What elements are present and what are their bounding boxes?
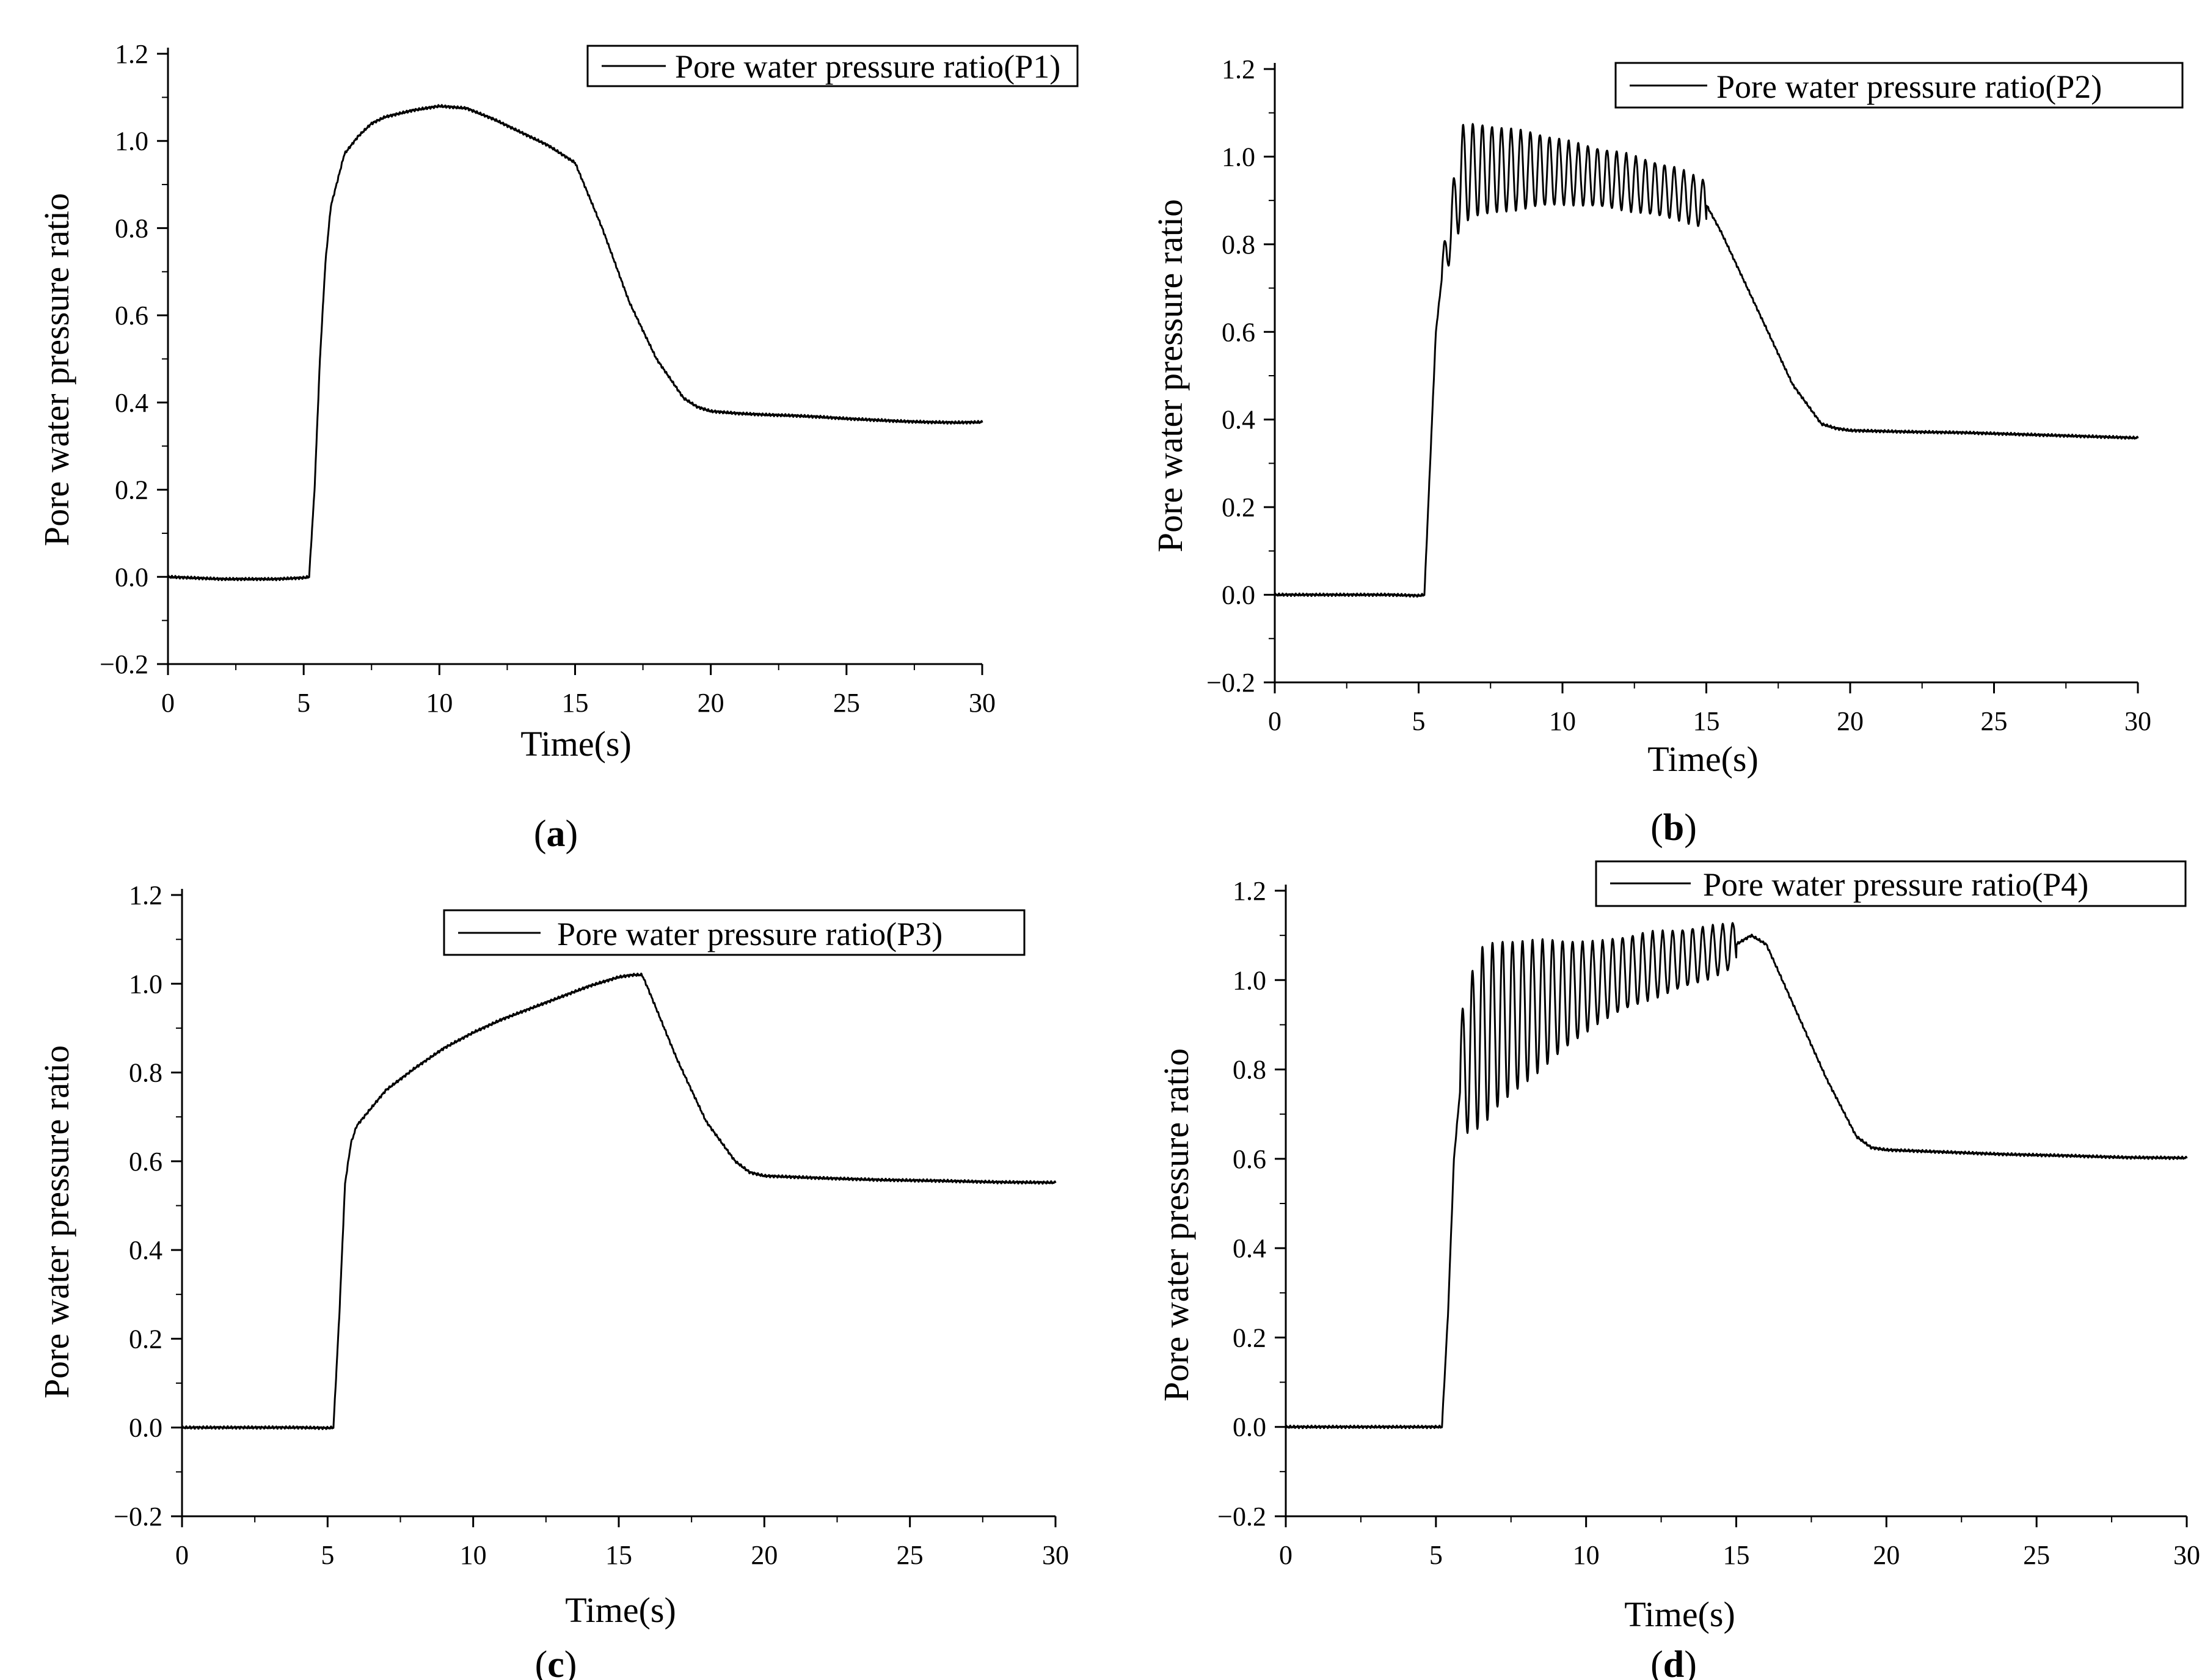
x-axis-label-a: Time(s) [520, 724, 632, 764]
x-tick-label: 25 [833, 688, 860, 718]
y-axis-label-a: Pore water pressure ratio [37, 193, 76, 546]
chart-panel-c: −0.2 0.0 0.2 0.4 0.6 0.8 1.0 1.2 0 5 10 15 20 25 30 Ti… [37, 880, 1069, 1680]
legend-box-d [1595, 860, 2187, 907]
y-tick-label: 1.2 [1222, 54, 1255, 84]
x-tick-label: 10 [1573, 1540, 1600, 1570]
y-tick-label: 1.2 [1233, 876, 1266, 906]
series-line-b [1274, 123, 2139, 598]
x-tick-label: 20 [698, 688, 724, 718]
x-tick-label: 25 [1981, 706, 2008, 736]
legend-box-b [1614, 62, 2184, 109]
legend-entry-c: Pore water pressure ratio(P3) [557, 916, 942, 952]
y-tick-label: 0.4 [115, 388, 148, 418]
x-tick-label: 25 [897, 1540, 924, 1570]
legend-entry-a: Pore water pressure ratio(P1) [675, 48, 1060, 85]
x-tick-label: 5 [297, 688, 310, 718]
x-tick-label: 15 [1693, 706, 1720, 736]
y-axis-label-b: Pore water pressure ratio [1150, 199, 1190, 552]
axes-d: −0.2 0.0 0.2 0.4 0.6 0.8 1.0 1.2 0 5 10 15 20 25 30 [1217, 876, 2200, 1570]
chart-panel-d: −0.2 0.0 0.2 0.4 0.6 0.8 1.0 1.2 0 5 10 15 20 25 30 Ti… [1156, 860, 2200, 1680]
x-tick-label: 10 [426, 688, 453, 718]
x-tick-label: 5 [321, 1540, 334, 1570]
series-line-c [181, 973, 1057, 1430]
y-tick-label: 0.8 [1233, 1055, 1266, 1085]
y-tick-label: 1.0 [1233, 965, 1266, 995]
y-tick-label: 0.0 [115, 562, 148, 592]
axes-b: −0.2 0.0 0.2 0.4 0.6 0.8 1.0 1.2 0 5 10 15 20 25 30 [1206, 54, 2151, 736]
x-tick-label: 5 [1429, 1540, 1443, 1570]
y-tick-label: 1.0 [129, 969, 162, 999]
y-tick-label: 0.4 [1233, 1233, 1266, 1263]
axes-a: −0.2 0.0 0.2 0.4 0.6 0.8 1.0 1.2 0 5 10 15 20 25 30 [100, 39, 996, 718]
x-tick-label: 0 [161, 688, 175, 718]
legend-c: Pore water pressure ratio(P3) [443, 909, 1026, 956]
x-tick-label: 10 [1549, 706, 1576, 736]
y-tick-label: 0.0 [1233, 1412, 1266, 1442]
x-tick-label: 25 [2023, 1540, 2050, 1570]
x-tick-label: 0 [175, 1540, 189, 1570]
panel-label-b: (b) [1650, 807, 1697, 849]
y-tick-label: 0.6 [1222, 317, 1255, 347]
series-line-a [167, 104, 983, 582]
y-tick-label: 0.2 [1222, 492, 1255, 522]
x-tick-label: 0 [1268, 706, 1281, 736]
x-tick-label: 20 [1873, 1540, 1900, 1570]
x-axis-label-b: Time(s) [1647, 739, 1759, 779]
x-tick-label: 30 [2173, 1540, 2200, 1570]
x-tick-label: 30 [2124, 706, 2151, 736]
x-axis-label-d: Time(s) [1624, 1594, 1735, 1634]
x-tick-label: 15 [605, 1540, 632, 1570]
series-line-d [1285, 922, 2188, 1430]
y-tick-label: 0.2 [1233, 1323, 1266, 1353]
legend-b: Pore water pressure ratio(P2) [1614, 62, 2184, 109]
x-tick-label: 15 [1723, 1540, 1750, 1570]
panel-label-d: (d) [1650, 1644, 1697, 1680]
x-tick-label: 30 [969, 688, 996, 718]
y-tick-label: −0.2 [1206, 668, 1255, 698]
y-tick-label: 0.4 [129, 1235, 162, 1265]
legend-entry-b: Pore water pressure ratio(P2) [1716, 68, 2102, 105]
legend-d: Pore water pressure ratio(P4) [1595, 860, 2187, 907]
y-tick-label: 0.0 [129, 1413, 162, 1443]
panel-label-c: (c) [535, 1644, 577, 1680]
y-tick-label: 0.6 [115, 301, 148, 331]
x-tick-label: 20 [1837, 706, 1864, 736]
x-tick-label: 10 [460, 1540, 487, 1570]
y-tick-label: 0.8 [1222, 230, 1255, 260]
legend-box-a [586, 45, 1079, 87]
y-tick-label: 1.0 [115, 126, 148, 156]
y-axis-label-d: Pore water pressure ratio [1156, 1048, 1196, 1401]
y-tick-label: 1.0 [1222, 142, 1255, 172]
y-tick-label: −0.2 [114, 1502, 162, 1532]
axes-c: −0.2 0.0 0.2 0.4 0.6 0.8 1.0 1.2 0 5 10 15 20 25 30 [114, 880, 1069, 1570]
y-tick-label: 0.0 [1222, 580, 1255, 610]
y-tick-label: 0.6 [1233, 1144, 1266, 1174]
y-tick-label: 0.6 [129, 1147, 162, 1177]
y-tick-label: 0.2 [115, 475, 148, 505]
y-axis-label-c: Pore water pressure ratio [37, 1045, 76, 1398]
y-tick-label: 0.2 [129, 1324, 162, 1354]
x-tick-label: 20 [751, 1540, 778, 1570]
x-axis-label-c: Time(s) [565, 1590, 676, 1630]
x-tick-label: 5 [1412, 706, 1426, 736]
x-tick-label: 30 [1042, 1540, 1069, 1570]
x-tick-label: 0 [1279, 1540, 1292, 1570]
panel-label-a: (a) [534, 813, 578, 855]
y-tick-label: −0.2 [100, 649, 148, 679]
legend-entry-d: Pore water pressure ratio(P4) [1703, 866, 2088, 903]
y-tick-label: 0.8 [129, 1058, 162, 1088]
y-tick-label: −0.2 [1217, 1502, 1266, 1532]
chart-panel-b: −0.2 0.0 0.2 0.4 0.6 0.8 1.0 1.2 0 5 10 15 20 25 30 Ti… [1150, 54, 2184, 849]
y-tick-label: 1.2 [115, 39, 148, 69]
y-tick-label: 0.8 [115, 213, 148, 243]
legend-box-c [443, 909, 1026, 956]
y-tick-label: 1.2 [129, 880, 162, 910]
legend-a: Pore water pressure ratio(P1) [586, 45, 1079, 87]
x-tick-label: 15 [562, 688, 589, 718]
chart-panel-a: −0.2 0.0 0.2 0.4 0.6 0.8 1.0 1.2 0 5 10 15 20 25 30 Ti… [37, 39, 1079, 855]
y-tick-label: 0.4 [1222, 405, 1255, 435]
